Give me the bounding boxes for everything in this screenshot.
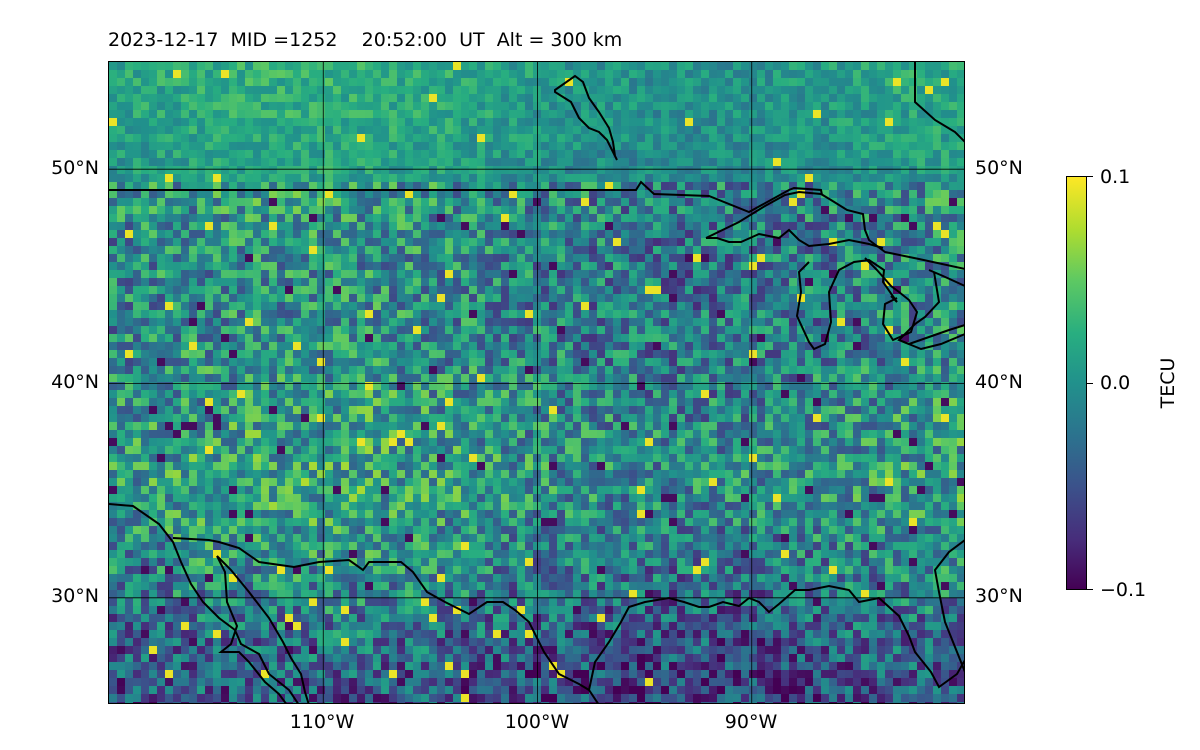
- lat-label-right-30: 30°N: [975, 585, 1023, 607]
- lat-label-left-50: 50°N: [51, 157, 99, 179]
- lat-label-right-40: 40°N: [975, 371, 1023, 393]
- lon-label-110w: 110°W: [289, 711, 355, 733]
- lon-label-90w: 90°W: [724, 711, 778, 733]
- lake-superior-south: [706, 228, 884, 249]
- colorbar-tick-label-min: −0.1: [1100, 579, 1147, 601]
- map-gridlines: [109, 62, 964, 703]
- lat-label-right-50: 50°N: [975, 157, 1023, 179]
- tec-map-canvas: [109, 62, 964, 703]
- florida-atlantic-coast: [933, 539, 964, 673]
- lake-erie: [898, 333, 964, 351]
- plot-title: 2023-12-17 MID =1252 20:52:00 UT Alt = 3…: [108, 29, 622, 51]
- lat-label-left-30: 30°N: [51, 585, 99, 607]
- baja-west-coast: [216, 555, 287, 703]
- title-time-unit: UT: [459, 29, 485, 51]
- us-mexico-border: [172, 537, 599, 703]
- colorbar-tick-label-zero: 0.0: [1100, 372, 1131, 394]
- mexico-pacific-coast: [109, 503, 299, 703]
- title-time: 20:52:00: [361, 29, 447, 51]
- gulf-coast: [588, 584, 964, 691]
- colorbar-title: TECU: [1157, 357, 1179, 409]
- colorbar-tick-top: [1087, 176, 1093, 177]
- tec-map: [108, 61, 965, 704]
- colorbar-tick-middle: [1087, 383, 1093, 384]
- colorbar-tick-label-max: 0.1: [1100, 166, 1131, 188]
- hudson-bay-coast: [554, 74, 618, 161]
- coastlines-borders: [109, 62, 964, 703]
- colorbar-tick-bottom: [1087, 589, 1093, 590]
- lake-superior-north: [705, 190, 964, 270]
- hudson-bay-east: [914, 62, 964, 143]
- title-date: 2023-12-17: [108, 29, 219, 51]
- colorbar: [1066, 176, 1087, 590]
- tec-grid-cells: [109, 62, 964, 703]
- baja-california: [216, 555, 310, 703]
- lake-huron: [864, 257, 919, 342]
- title-mid: MID =1252: [230, 29, 338, 51]
- us-canada-border: [109, 180, 823, 214]
- lon-label-100w: 100°W: [504, 711, 570, 733]
- title-altitude: Alt = 300 km: [496, 29, 623, 51]
- lat-label-left-40: 40°N: [51, 371, 99, 393]
